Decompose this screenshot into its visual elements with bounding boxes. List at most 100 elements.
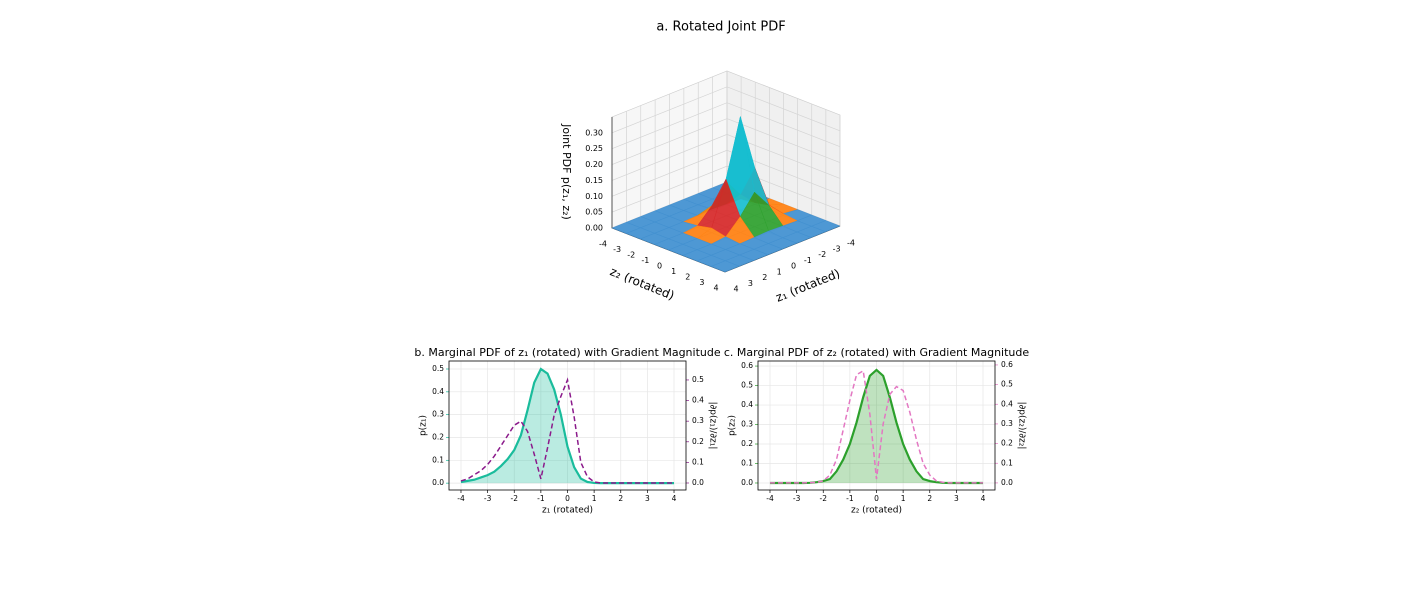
x-tick-label: 3 [954,494,959,503]
y-tick-label: 0.4 [432,387,444,396]
x-tick-label: 0 [565,494,570,503]
x-tick-label: -1 [537,494,545,503]
area [769,369,984,483]
y2-tick-label: 0.3 [1001,419,1013,428]
line-chart: c. Marginal PDF of z₂ (rotated) with Gra… [724,346,1030,516]
axes-3d: -4-3-2-101234-4-3-2-1012340.000.050.100.… [560,70,855,305]
y-tick-label: -4 [599,240,607,249]
y2-tick-label: 0.0 [692,478,704,487]
chart-title: b. Marginal PDF of z₁ (rotated) with Gra… [414,346,720,359]
x-tick-label: 2 [927,494,932,503]
z-axis-label: Joint PDF p(z₁, z₂) [560,123,573,220]
y2-tick-label: 0.5 [1001,380,1013,389]
z-tick-label: 0.30 [585,128,603,137]
y-axis-label: p(z₂) [728,415,738,436]
y2-tick-label: 0.4 [1001,399,1013,408]
y2-tick-label: 0.5 [692,375,704,384]
z-tick-label: 0.15 [585,176,603,185]
line [769,369,984,484]
line [460,377,675,484]
x-tick-label: 4 [733,285,738,294]
y-tick-label: 0.4 [741,400,753,409]
x-tick-label: -4 [457,494,465,503]
x-tick-label: 2 [618,494,623,503]
y-tick-label: 0.3 [741,420,753,429]
x-tick-label: -1 [804,256,812,265]
surface [611,116,841,273]
z-tick-label: 0.25 [585,144,603,153]
x-tick-label: -2 [818,250,826,259]
x-tick-label: -2 [510,494,518,503]
x-axis-label: z₁ (rotated) [774,266,842,304]
x-tick-label: -2 [819,494,827,503]
grid-line [611,102,841,150]
line-chart: b. Marginal PDF of z₁ (rotated) with Gra… [414,346,720,516]
y-tick-label: 0.6 [741,361,753,370]
y-tick-label: 0.5 [432,364,444,373]
grid-line [611,165,841,213]
y2-axis-label: |∂p(z₁)/∂z₁| [708,402,718,450]
x-tick-label: -4 [847,239,855,248]
x-tick-label: -3 [833,244,841,253]
x-tick-label: 4 [672,494,677,503]
y-tick-label: 1 [671,267,676,276]
plot-frame [448,360,687,491]
x-tick-label: 1 [592,494,597,503]
y-tick-label: 0.2 [432,432,444,441]
y2-tick-label: 0.1 [1001,458,1013,467]
y-tick-label: 0 [657,262,662,271]
grid-line [611,118,841,165]
z-tick-label: 0.05 [585,208,603,217]
y-tick-label: 0.2 [741,439,753,448]
y2-tick-label: 0.0 [1001,478,1013,487]
x-axis-label: z₂ (rotated) [851,506,902,516]
y-tick-label: -3 [613,245,621,254]
grid-line [611,134,841,181]
z-tick-label: 0.20 [585,160,603,169]
y2-tick-label: 0.1 [692,457,704,466]
y-tick-label: 2 [685,273,690,282]
x-axis-label: z₁ (rotated) [542,506,593,516]
x-tick-label: -1 [846,494,854,503]
chart-title: a. Rotated Joint PDF [656,20,785,35]
y-tick-label: 0.1 [432,455,444,464]
y-axis-label: z₂ (rotated) [608,264,676,302]
y2-tick-label: 0.4 [692,396,704,405]
y2-tick-label: 0.2 [1001,439,1013,448]
x-tick-label: 0 [791,262,796,271]
x-tick-label: 0 [874,494,879,503]
z-tick-label: 0.00 [585,224,603,233]
y-tick-label: 0.0 [741,478,753,487]
y-tick-label: 4 [713,284,718,293]
x-tick-label: 2 [762,273,767,282]
y-tick-label: -1 [641,256,649,265]
surface-facet [710,260,740,273]
area [460,368,675,484]
y-tick-label: 0.1 [741,458,753,467]
y2-axis-label: |∂p(z₂)/∂z₂| [1017,402,1027,450]
grid-line [611,149,841,197]
y-tick-label: 0.5 [741,381,753,390]
z-tick-label: 0.10 [585,192,603,201]
y2-tick-label: 0.3 [692,416,704,425]
x-tick-label: 4 [981,494,986,503]
x-tick-label: -3 [793,494,801,503]
x-tick-label: 3 [645,494,650,503]
y-axis-label: p(z₁) [419,415,429,436]
y2-tick-label: 0.2 [692,437,704,446]
x-tick-label: 1 [901,494,906,503]
grid-line [611,86,841,134]
y-tick-label: 0.3 [432,410,444,419]
x-tick-label: 3 [748,279,753,288]
chart-title: c. Marginal PDF of z₂ (rotated) with Gra… [724,346,1030,359]
y-tick-label: 3 [699,278,704,287]
y-tick-label: -2 [627,251,635,260]
y2-tick-label: 0.6 [1001,360,1013,369]
plot-frame [757,360,996,491]
x-tick-label: -3 [484,494,492,503]
x-tick-label: 1 [777,267,782,276]
x-tick-label: -4 [766,494,774,503]
y-tick-label: 0.0 [432,478,444,487]
